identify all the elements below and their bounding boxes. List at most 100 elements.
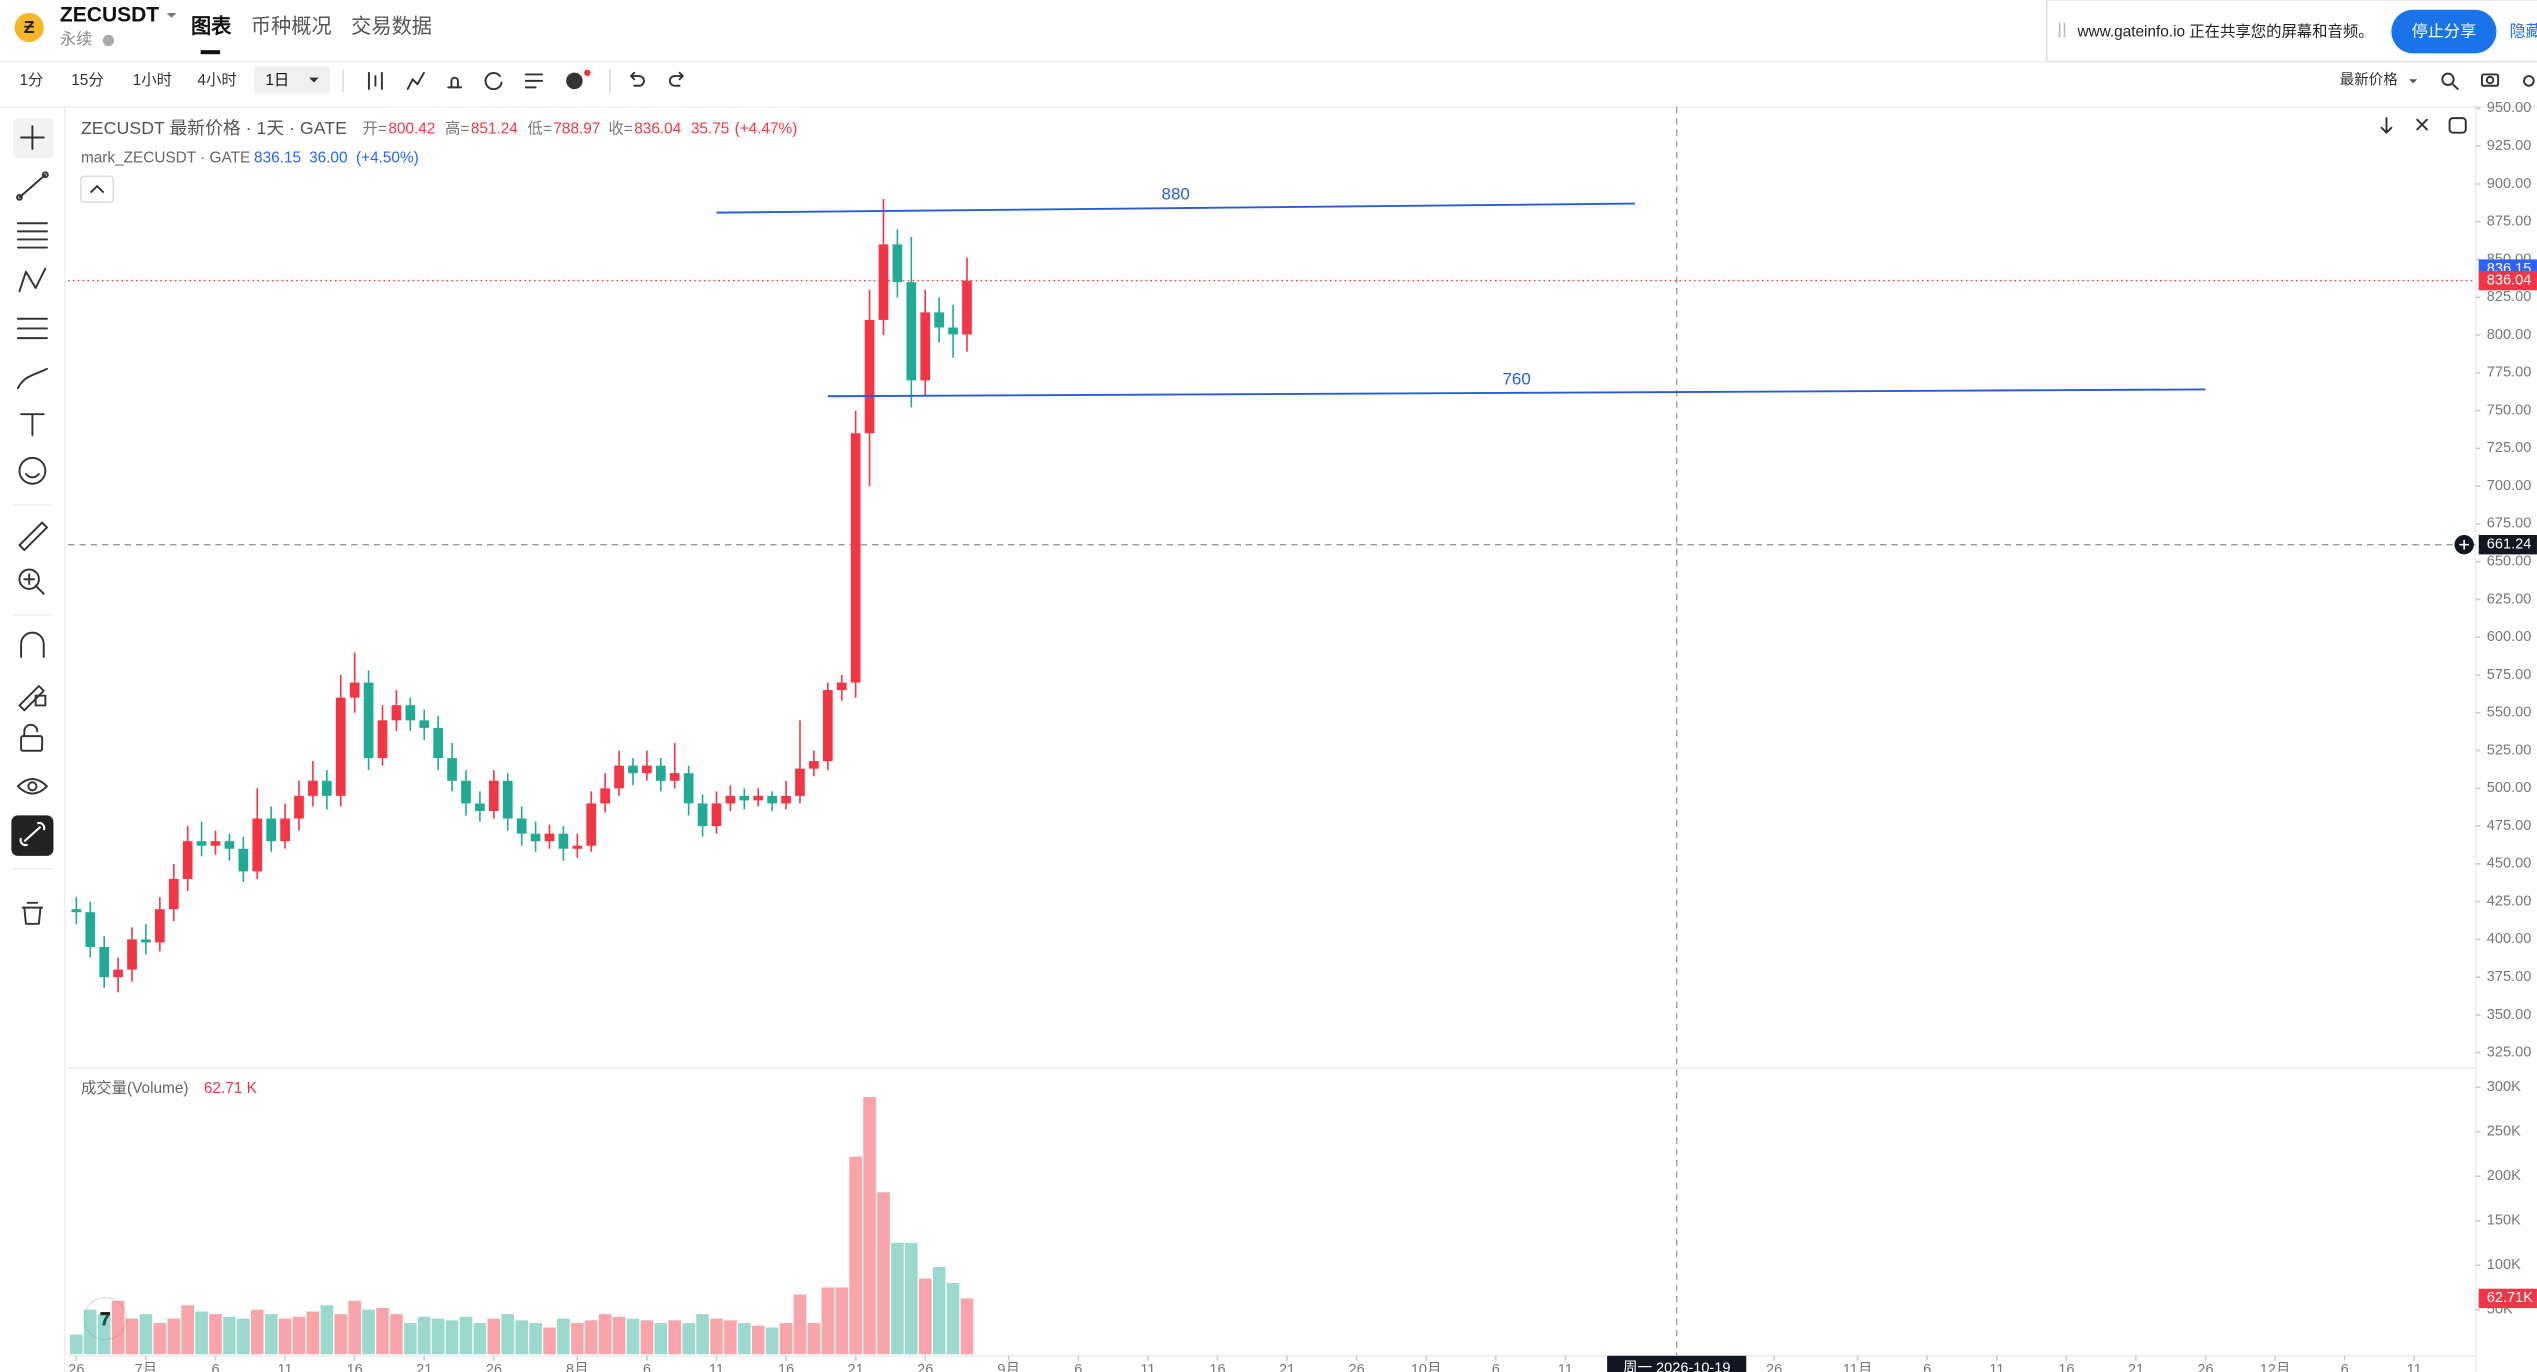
interval-dropdown[interactable]	[309, 77, 319, 83]
symbol-dropdown[interactable]	[166, 12, 177, 18]
tab-underline	[200, 50, 221, 55]
volume-bar	[362, 1309, 375, 1355]
collapse-icon[interactable]	[89, 184, 105, 194]
link-icon[interactable]	[19, 822, 46, 847]
candle-body	[642, 765, 652, 774]
volume-bar	[111, 1300, 125, 1355]
stop-share-button[interactable]	[2391, 9, 2497, 54]
candle-body	[850, 433, 861, 683]
tab[interactable]: 交易数据	[351, 15, 432, 38]
volume-bar	[320, 1305, 334, 1355]
coin-logo-glyph: Ƶ	[24, 17, 35, 37]
drag-handle[interactable]	[2058, 22, 2066, 38]
candle-body	[683, 773, 694, 804]
x-tick-label: 16	[2058, 1362, 2074, 1372]
candle-body	[822, 690, 833, 762]
volume-bar	[960, 1298, 974, 1355]
volume-tick-label: 250K	[2487, 1124, 2521, 1140]
notify-dot	[584, 69, 591, 77]
x-tick-label: 11月	[1843, 1362, 1873, 1372]
y-tick-label: 700.00	[2487, 478, 2532, 494]
hide-share[interactable]: 隐藏	[2509, 23, 2537, 41]
last-price-badge-bg	[2478, 270, 2537, 291]
interval[interactable]: 4小时	[197, 71, 236, 89]
volume-bar	[70, 1334, 83, 1355]
volume-bar	[849, 1156, 862, 1355]
toolbar-right-icons[interactable]	[2441, 72, 2535, 90]
collapse-legend[interactable]	[80, 175, 115, 204]
candle-body	[767, 795, 778, 804]
candle-body	[154, 909, 165, 943]
volume-bar	[905, 1242, 918, 1355]
volume-bar	[696, 1314, 709, 1355]
interval[interactable]: 1日	[265, 72, 289, 89]
tab[interactable]: 币种概况	[251, 15, 332, 38]
y-tick-label: 800.00	[2487, 327, 2532, 343]
volume-bar	[946, 1283, 960, 1355]
candle-body	[948, 327, 958, 335]
volume-bar	[765, 1327, 779, 1355]
candle-body	[725, 795, 736, 804]
candle-body	[238, 848, 249, 872]
link-tool-active[interactable]	[11, 815, 54, 856]
toolbar-icons[interactable]	[367, 68, 684, 94]
legend-value: 851.24	[471, 120, 518, 137]
x-tick-label: 12月	[2260, 1362, 2291, 1372]
price-source[interactable]: 最新价格	[2340, 72, 2399, 89]
mark-change-pct: (+4.50%)	[356, 150, 419, 167]
candle-body	[461, 780, 471, 804]
candle-body	[391, 705, 402, 721]
legend-change-pct: (+4.47%)	[735, 120, 798, 137]
interval[interactable]: 1小时	[133, 71, 172, 89]
volume-bar	[209, 1314, 222, 1355]
mark-price: 836.15	[254, 150, 301, 167]
x-tick-label: 26	[1349, 1362, 1365, 1372]
volume-bar	[821, 1287, 835, 1355]
volume-bar	[863, 1097, 876, 1355]
volume-bar	[125, 1318, 139, 1355]
x-tick-label: 10月	[1411, 1362, 1442, 1372]
candle-body	[628, 765, 638, 774]
interval[interactable]: 1分	[19, 71, 43, 89]
trend-line	[827, 388, 2206, 398]
candle-body	[697, 803, 708, 827]
y-tick-label: 725.00	[2487, 440, 2532, 456]
tab[interactable]: 图表	[191, 14, 232, 38]
interval[interactable]: 15分	[71, 71, 103, 89]
last-price-badge: 836.04	[2487, 272, 2532, 288]
tv-logo[interactable]: 𝟕	[100, 1309, 110, 1329]
volume-bar	[724, 1320, 737, 1355]
info-icon[interactable]	[102, 34, 115, 47]
volume-bar	[835, 1287, 849, 1355]
candle-body	[127, 939, 137, 970]
chart-corner-icons[interactable]	[2380, 117, 2467, 134]
volume-bar	[431, 1318, 445, 1355]
volume-bar	[501, 1314, 515, 1355]
candle-body	[363, 682, 374, 759]
drawing-tools[interactable]	[16, 125, 49, 925]
x-tick-label: 6	[1074, 1362, 1082, 1372]
volume-bar	[473, 1323, 487, 1355]
legend-label: 高=	[445, 119, 469, 137]
x-tick-label: 26	[68, 1362, 84, 1372]
legend-label: 开=	[362, 120, 386, 137]
price-source-dropdown[interactable]	[2409, 79, 2418, 84]
candle-body	[182, 841, 193, 879]
y-tick-label: 525.00	[2487, 742, 2532, 758]
volume-bar	[195, 1311, 208, 1355]
volume-bar	[515, 1320, 528, 1355]
candle-body	[475, 803, 485, 811]
x-tick-label: 6	[2341, 1362, 2349, 1372]
volume-tick-label: 300K	[2487, 1079, 2521, 1095]
y-tick-label: 875.00	[2487, 214, 2532, 230]
volume-bar	[83, 1309, 97, 1355]
y-tick-label: 825.00	[2487, 289, 2532, 305]
symbol[interactable]: ZECUSDT	[60, 4, 159, 27]
candle-body	[502, 780, 513, 819]
candle-body	[864, 319, 875, 434]
stop-share-label[interactable]: 停止分享	[2412, 23, 2477, 41]
volume-bar	[404, 1323, 417, 1355]
candle-body	[196, 841, 207, 846]
volume-bar	[710, 1318, 723, 1355]
tv-logo-bg[interactable]	[83, 1296, 128, 1341]
